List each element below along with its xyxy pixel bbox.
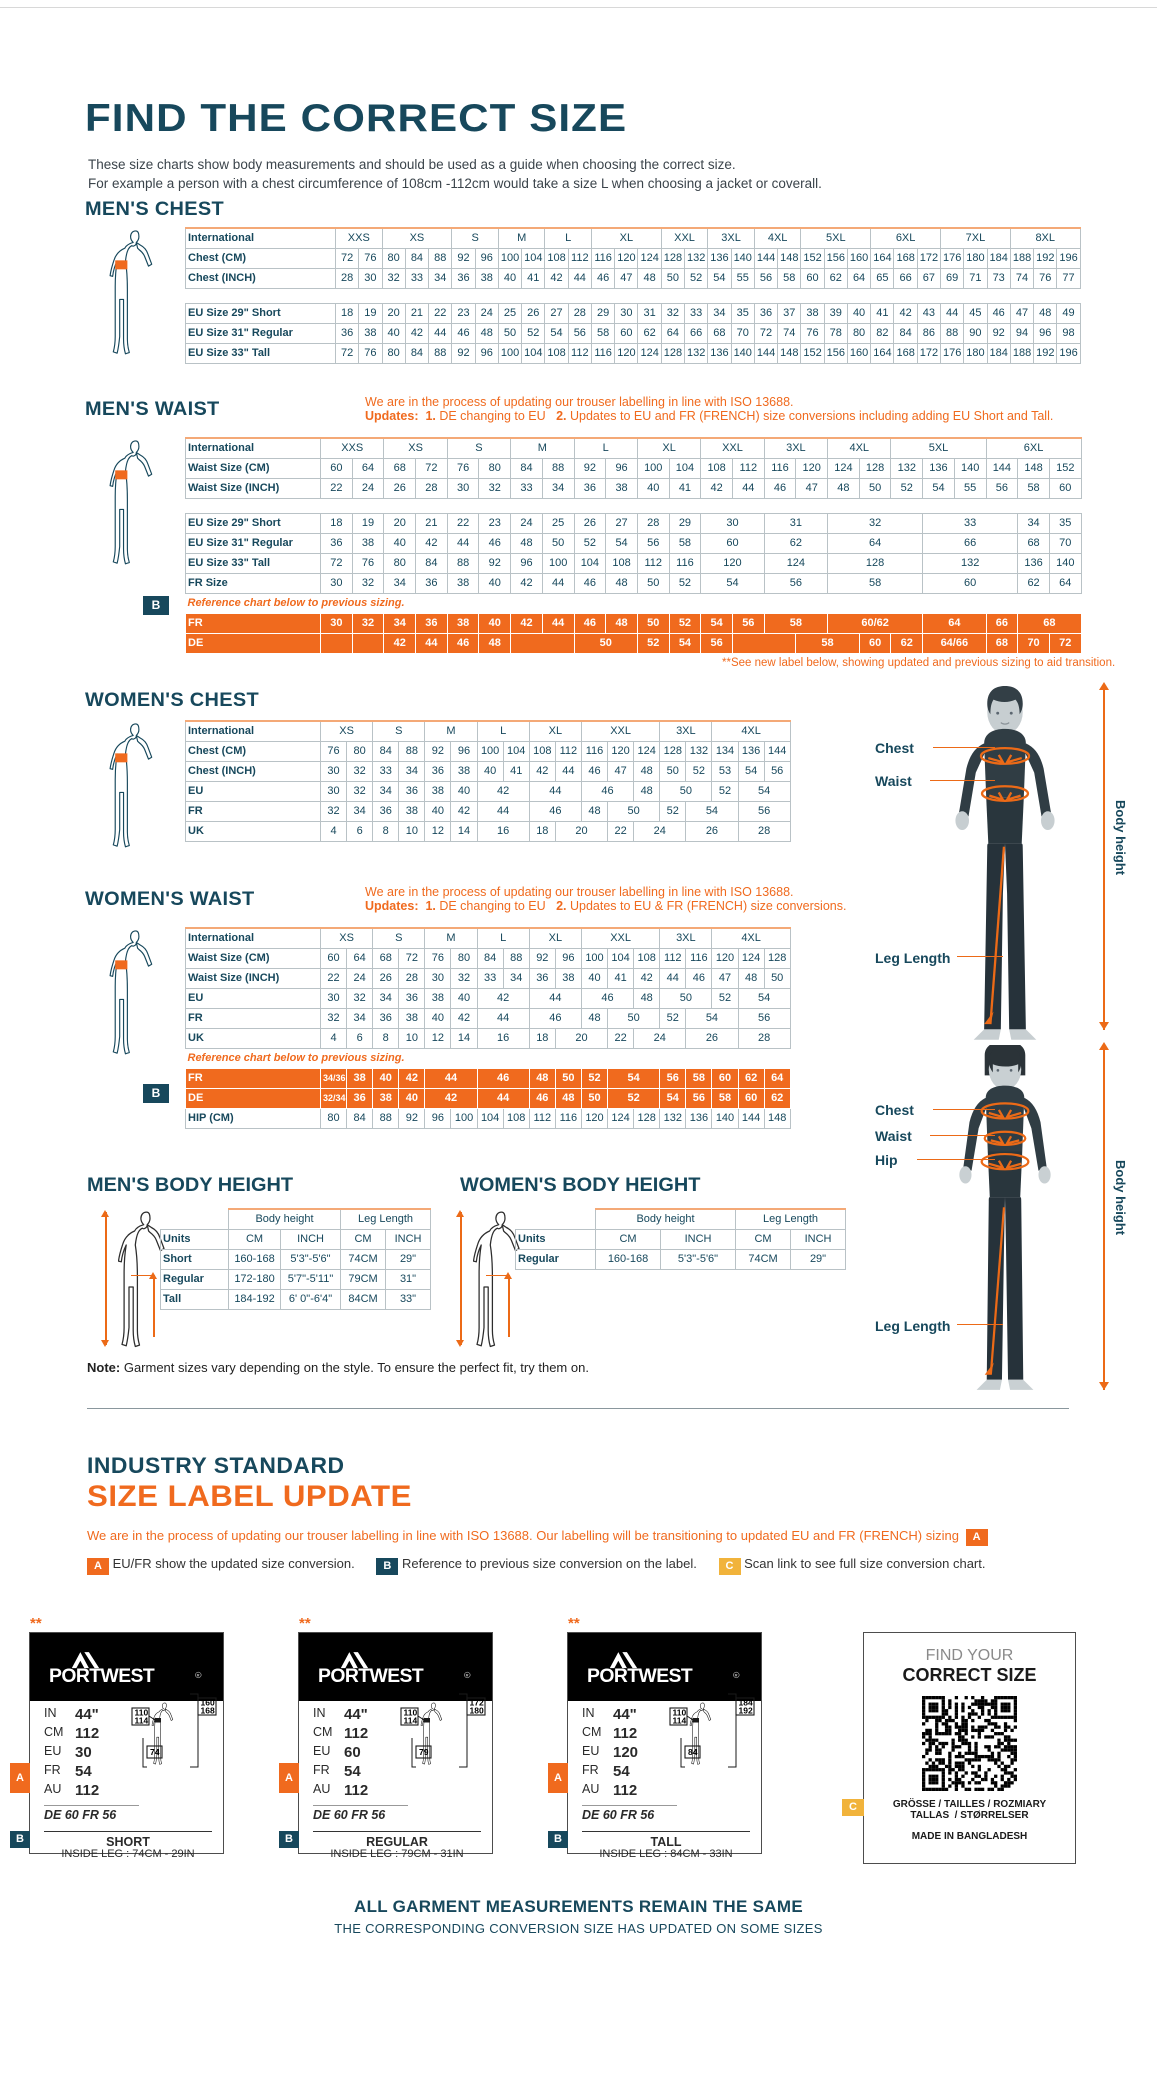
svg-text:180: 180	[470, 1706, 484, 1716]
svg-text:114: 114	[404, 1716, 418, 1726]
svg-text:84: 84	[688, 1747, 698, 1757]
svg-text:114: 114	[135, 1716, 149, 1726]
svg-text:192: 192	[739, 1706, 753, 1716]
svg-text:114: 114	[673, 1716, 687, 1726]
svg-text:168: 168	[201, 1706, 215, 1716]
svg-text:79: 79	[419, 1747, 429, 1757]
svg-text:74: 74	[150, 1747, 160, 1757]
